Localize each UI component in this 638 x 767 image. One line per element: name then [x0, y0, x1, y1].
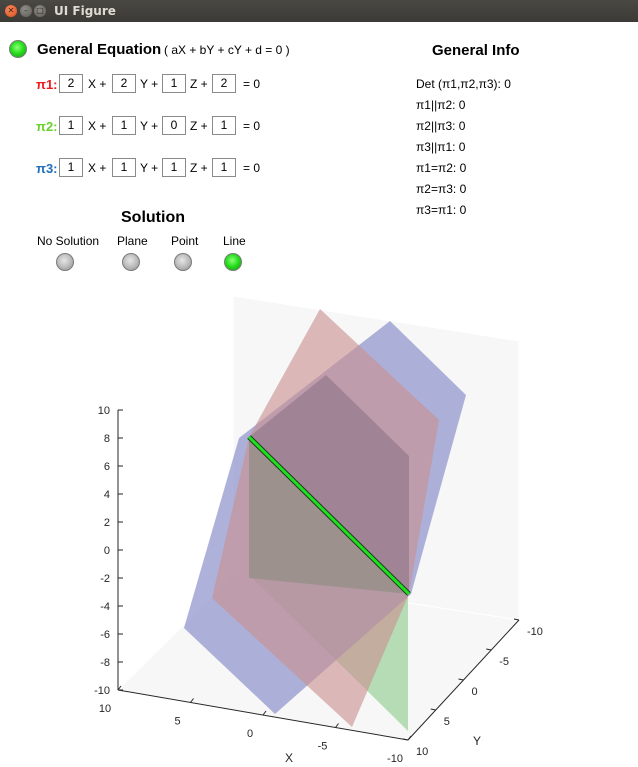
- equation-label-pi3: π3:: [36, 161, 58, 176]
- window-maximize-button[interactable]: □: [34, 5, 46, 17]
- pi2-coef-d[interactable]: 1: [212, 116, 236, 135]
- z-tick-label: 4: [104, 489, 110, 501]
- y-tick-label: -5: [499, 656, 509, 668]
- info-pi3-equals-pi1: π3=π1: 0: [416, 203, 467, 217]
- solution-label-no-solution: No Solution: [37, 234, 100, 248]
- z-tick-label: -10: [94, 685, 110, 697]
- x-axis-label: X: [285, 751, 293, 765]
- pi2-y-term: Y +: [140, 119, 159, 133]
- y-tick-label: -10: [527, 626, 543, 638]
- y-axis-label: Y: [473, 734, 481, 748]
- pi3-x-term: X +: [88, 161, 107, 175]
- plane-pi1: [212, 309, 439, 727]
- general-info-title: General Info: [432, 42, 520, 59]
- pi1-coef-a[interactable]: 2: [59, 74, 83, 93]
- pi2-coef-b[interactable]: 1: [112, 116, 136, 135]
- x-tick-mark: [335, 723, 339, 728]
- pi2-coef-a[interactable]: 1: [59, 116, 83, 135]
- pi2-z-term: Z +: [190, 119, 208, 133]
- window-minimize-button[interactable]: –: [20, 5, 32, 17]
- info-pi2-equals-pi3: π2=π3: 0: [416, 182, 467, 196]
- info-pi1-parallel-pi2: π1||π2: 0: [416, 98, 466, 112]
- z-tick-label: 2: [104, 517, 110, 529]
- z-tick-label: 10: [98, 405, 110, 417]
- z-tick-label: -6: [100, 629, 110, 641]
- x-ticks: 10 5 0 -5 -10: [99, 685, 412, 765]
- y-tick-mark: [486, 648, 492, 651]
- z-tick-label: -8: [100, 657, 110, 669]
- y-tick-mark: [430, 708, 436, 711]
- y-tick-mark: [513, 618, 520, 621]
- y-ticks: -10 -5 0 5 10: [402, 618, 543, 758]
- x-tick-label: 10: [99, 703, 111, 715]
- pi2-coef-c[interactable]: 0: [162, 116, 186, 135]
- pi2-x-term: X +: [88, 119, 107, 133]
- info-pi2-parallel-pi3: π2||π3: 0: [416, 119, 466, 133]
- solution-lamp-line: [224, 253, 242, 271]
- pi3-coef-d[interactable]: 1: [212, 158, 236, 177]
- info-pi1-equals-pi2: π1=π2: 0: [416, 161, 467, 175]
- general-equation-lamp: [9, 40, 27, 58]
- pi1-y-term: Y +: [140, 77, 159, 91]
- x-tick-label: -10: [387, 753, 403, 765]
- pi1-coef-d[interactable]: 2: [212, 74, 236, 93]
- z-tick-label: 0: [104, 545, 110, 557]
- general-equation-formula: ( aX + bY + cY + d = 0 ): [164, 43, 290, 57]
- solution-label-plane: Plane: [117, 234, 148, 248]
- plane-overlap-shadow: [249, 375, 409, 594]
- z-tick-label: -2: [100, 573, 110, 585]
- x-tick-label: 5: [174, 716, 180, 728]
- z-tick-label: 6: [104, 461, 110, 473]
- pi3-coef-a[interactable]: 1: [59, 158, 83, 177]
- z-tick-label: 8: [104, 433, 110, 445]
- z-ticks: 10 8 6 4 2 0 -2 -4 -6 -8 -10: [94, 405, 123, 697]
- equation-label-pi2: π2:: [36, 119, 58, 134]
- pi3-y-term: Y +: [140, 161, 159, 175]
- intersection-line: [247, 435, 411, 596]
- pi1-x-term: X +: [88, 77, 107, 91]
- window-close-button[interactable]: ✕: [5, 5, 17, 17]
- info-pi3-parallel-pi1: π3||π1: 0: [416, 140, 466, 154]
- pi3-coef-b[interactable]: 1: [112, 158, 136, 177]
- info-determinant: Det (π1,π2,π3): 0: [416, 77, 511, 91]
- solution-lamp-no-solution: [56, 253, 74, 271]
- pi3-coef-c[interactable]: 1: [162, 158, 186, 177]
- z-tick-label: -4: [100, 601, 110, 613]
- y-tick-label: 10: [416, 746, 428, 758]
- solution-label-point: Point: [171, 234, 199, 248]
- x-tick-label: -5: [318, 741, 328, 753]
- pi2-equals: = 0: [243, 119, 261, 133]
- pi1-z-term: Z +: [190, 77, 208, 91]
- pi3-equals: = 0: [243, 161, 261, 175]
- x-tick-mark: [407, 735, 412, 741]
- solution-lamp-point: [174, 253, 192, 271]
- equation-label-pi1: π1:: [36, 77, 58, 92]
- solution-title: Solution: [121, 209, 185, 226]
- x-tick-mark: [262, 710, 267, 716]
- pi1-coef-c[interactable]: 1: [162, 74, 186, 93]
- window-title: UI Figure: [54, 4, 116, 18]
- window-titlebar: ✕ – □ UI Figure: [0, 0, 638, 22]
- y-tick-mark: [458, 678, 464, 681]
- pi3-z-term: Z +: [190, 161, 208, 175]
- x-tick-label: 0: [247, 728, 253, 740]
- solution-label-line: Line: [223, 234, 246, 248]
- y-tick-label: 5: [444, 716, 450, 728]
- x-tick-mark: [117, 685, 122, 691]
- y-tick-label: 0: [472, 686, 478, 698]
- general-equation-title: General Equation: [37, 41, 162, 58]
- pi1-equals: = 0: [243, 77, 261, 91]
- x-tick-mark: [190, 698, 194, 703]
- y-tick-mark: [402, 738, 409, 741]
- solution-lamp-plane: [122, 253, 140, 271]
- pi1-coef-b[interactable]: 2: [112, 74, 136, 93]
